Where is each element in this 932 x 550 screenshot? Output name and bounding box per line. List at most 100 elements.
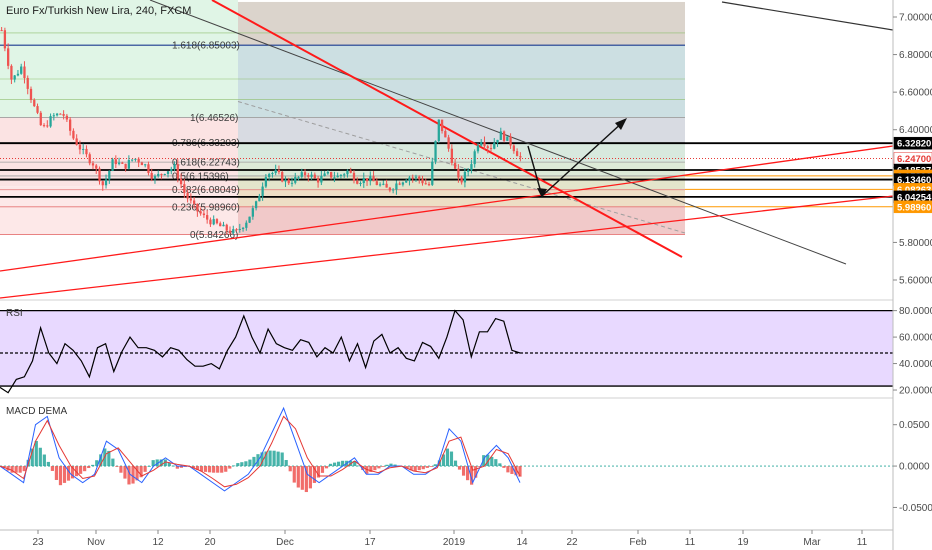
candle-body bbox=[470, 164, 473, 171]
candle-body bbox=[388, 187, 392, 191]
macd-histogram-bar bbox=[70, 466, 75, 479]
candle-body bbox=[467, 170, 470, 172]
candle-body bbox=[78, 144, 82, 150]
macd-histogram-bar bbox=[341, 460, 345, 467]
candle-body bbox=[98, 168, 101, 182]
candle-body bbox=[130, 159, 134, 161]
candle-body bbox=[352, 172, 356, 181]
candle-body bbox=[196, 203, 199, 212]
macd-tick-label: 0.0500 bbox=[899, 420, 930, 431]
candle-body bbox=[95, 165, 98, 169]
candle-body bbox=[13, 75, 16, 80]
macd-histogram-bar bbox=[324, 466, 329, 469]
macd-histogram-bar bbox=[453, 460, 458, 467]
macd-title: MACD DEMA bbox=[6, 406, 67, 417]
macd-panel[interactable] bbox=[0, 406, 893, 493]
time-tick-label: 14 bbox=[516, 537, 528, 548]
candle-body bbox=[206, 215, 209, 220]
candle-body bbox=[241, 227, 245, 229]
candle-body bbox=[440, 119, 444, 132]
candle-body bbox=[408, 177, 411, 181]
macd-histogram-bar bbox=[470, 466, 474, 485]
candle-body bbox=[515, 151, 519, 157]
macd-histogram-bar bbox=[498, 463, 502, 467]
candle-body bbox=[72, 130, 75, 139]
price-axis-bg bbox=[893, 0, 932, 550]
macd-histogram-bar bbox=[312, 466, 317, 483]
macd-histogram-bar bbox=[30, 448, 34, 467]
candle-body bbox=[23, 66, 26, 78]
candle-body bbox=[140, 162, 144, 166]
macd-histogram-bar bbox=[216, 466, 220, 473]
candle-body bbox=[330, 172, 333, 178]
macd-histogram-bar bbox=[276, 451, 280, 467]
candle-body bbox=[385, 183, 388, 188]
macd-histogram-bar bbox=[208, 466, 212, 473]
price-candles[interactable] bbox=[0, 26, 522, 236]
rsi-panel[interactable] bbox=[0, 309, 893, 394]
candle-body bbox=[192, 200, 196, 204]
macd-histogram-bar bbox=[482, 455, 486, 467]
candle-body bbox=[457, 168, 460, 178]
time-tick-label: 23 bbox=[32, 537, 44, 548]
candle-body bbox=[307, 175, 310, 177]
candle-body bbox=[391, 189, 395, 191]
arrow-up-head bbox=[615, 118, 627, 130]
macd-histogram-bar bbox=[95, 460, 99, 467]
candle-body bbox=[222, 224, 225, 227]
time-tick-label: 11 bbox=[685, 537, 696, 548]
price-tick-label: 6.40000 bbox=[899, 125, 932, 136]
arrow-down-line bbox=[527, 145, 543, 197]
time-tick-label: 12 bbox=[152, 537, 164, 548]
candle-body bbox=[333, 177, 336, 179]
macd-histogram-bar bbox=[143, 466, 147, 472]
macd-histogram-bar bbox=[506, 466, 510, 473]
macd-signal-line bbox=[0, 415, 521, 488]
candle-body bbox=[235, 229, 238, 231]
candle-body bbox=[284, 179, 287, 182]
candle-body bbox=[36, 106, 39, 113]
fibonacci-retracement[interactable]: 1.618(6.85003)1(6.46526)0.786(6.33203)0.… bbox=[0, 1, 685, 241]
macd-histogram-bar bbox=[159, 459, 163, 467]
candle-body bbox=[346, 170, 349, 175]
candle-body bbox=[117, 162, 121, 165]
candle-body bbox=[55, 113, 59, 116]
macd-histogram-bar bbox=[42, 454, 46, 467]
candle-body bbox=[398, 183, 401, 185]
candle-body bbox=[486, 146, 489, 149]
price-tick-label: 6.60000 bbox=[899, 88, 932, 99]
macd-histogram-bar bbox=[377, 466, 381, 469]
macd-histogram-bar bbox=[433, 464, 437, 467]
candle-body bbox=[183, 184, 186, 193]
macd-histogram-bar bbox=[252, 456, 256, 467]
macd-histogram-bar bbox=[284, 460, 288, 467]
candle-body bbox=[437, 119, 440, 141]
macd-histogram-bar bbox=[502, 466, 506, 468]
candle-body bbox=[163, 174, 166, 176]
macd-histogram-bar bbox=[486, 454, 490, 467]
candle-body bbox=[39, 112, 42, 126]
macd-histogram-bar bbox=[54, 466, 59, 480]
macd-histogram-bar bbox=[353, 460, 357, 467]
candle-body bbox=[395, 183, 398, 190]
candle-body bbox=[362, 178, 365, 183]
drawing-lines[interactable] bbox=[0, 0, 894, 299]
candle-body bbox=[104, 179, 108, 186]
rsi-tick-label: 60.0000 bbox=[899, 333, 932, 344]
candle-body bbox=[287, 179, 290, 184]
candle-body bbox=[173, 164, 176, 169]
price-tag: 5.98960 bbox=[893, 200, 932, 213]
price-tag-label: 6.08263 bbox=[897, 185, 931, 196]
candle-body bbox=[264, 177, 268, 187]
macd-histogram-bar bbox=[308, 466, 312, 489]
macd-histogram-bar bbox=[34, 440, 38, 467]
candle-body bbox=[33, 99, 36, 107]
candle-body bbox=[356, 180, 359, 184]
candle-body bbox=[176, 164, 179, 179]
macd-histogram-bar bbox=[244, 461, 248, 467]
candle-body bbox=[499, 131, 502, 140]
time-tick-label: 17 bbox=[364, 537, 376, 548]
time-tick-label: 11 bbox=[857, 537, 868, 548]
